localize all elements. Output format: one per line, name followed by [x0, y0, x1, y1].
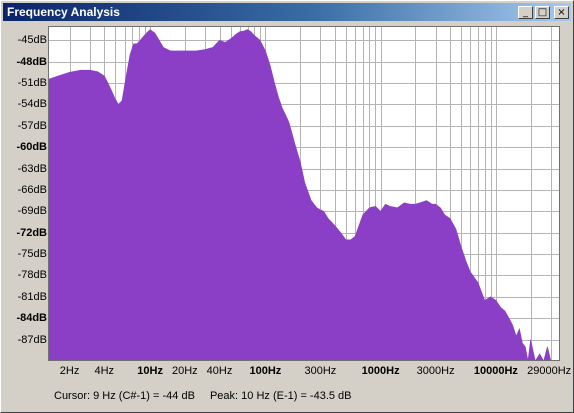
- x-tick-label: 20Hz: [171, 365, 198, 377]
- x-tick-label: 2Hz: [59, 365, 80, 377]
- close-button[interactable]: ×: [554, 6, 569, 19]
- x-tick-label: 3000Hz: [416, 365, 455, 377]
- minimize-button[interactable]: _: [518, 6, 533, 19]
- y-tick-label: -81dB: [17, 290, 47, 303]
- y-tick-label: -75dB: [17, 248, 47, 261]
- y-tick-label: -45dB: [17, 34, 47, 47]
- x-tick-label: 40Hz: [206, 365, 233, 377]
- spectrum-plot[interactable]: [48, 26, 560, 361]
- y-tick-label: -78dB: [17, 269, 47, 282]
- y-tick-label: -69dB: [17, 205, 47, 218]
- y-tick-label: -57dB: [17, 119, 47, 132]
- x-tick-label: 10000Hz: [473, 365, 518, 377]
- y-tick-label: -72dB: [16, 226, 47, 239]
- spectrum-plot-svg[interactable]: [48, 26, 560, 361]
- peak-readout: Peak: 10 Hz (E-1) = -43.5 dB: [209, 390, 352, 402]
- x-tick-label: 300Hz: [304, 365, 337, 377]
- y-tick-label: -63dB: [17, 162, 47, 175]
- y-tick-label: -51dB: [17, 77, 47, 90]
- x-tick-label: 100Hz: [249, 365, 282, 377]
- spectrum-area: [48, 29, 560, 361]
- x-tick-label: 29000Hz: [527, 365, 572, 377]
- x-tick-label: 10Hz: [137, 365, 163, 377]
- plot-border: [48, 26, 560, 361]
- y-tick-label: -60dB: [16, 141, 47, 154]
- y-tick-label: -66dB: [17, 183, 47, 196]
- x-tick-label: 4Hz: [94, 365, 115, 377]
- y-tick-label: -84dB: [16, 312, 47, 325]
- y-tick-label: -48dB: [16, 55, 47, 68]
- status-line: Cursor: 9 Hz (C#-1) = -44 dB Peak: 10 Hz…: [54, 390, 352, 402]
- y-tick-label: -87dB: [17, 333, 47, 346]
- title-bar[interactable]: Frequency Analysis _ □ ×: [3, 3, 571, 21]
- window-title: Frequency Analysis: [7, 5, 120, 19]
- x-tick-label: 1000Hz: [361, 365, 400, 377]
- cursor-readout: Cursor: 9 Hz (C#-1) = -44 dB: [54, 390, 195, 402]
- maximize-button[interactable]: □: [535, 6, 550, 19]
- y-tick-label: -54dB: [17, 98, 47, 111]
